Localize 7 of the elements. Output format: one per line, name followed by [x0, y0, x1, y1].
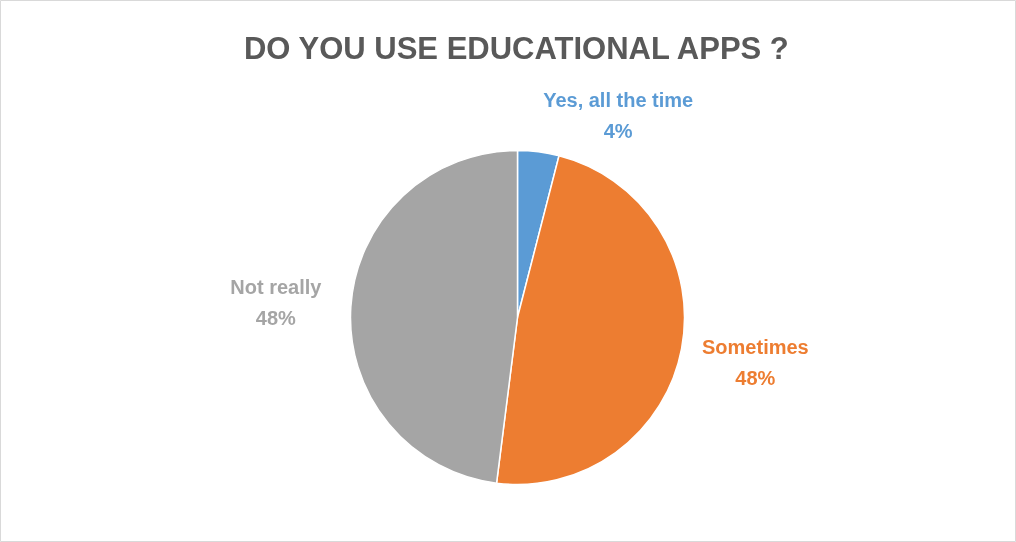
data-label: 4% — [603, 119, 633, 142]
data-label: 48% — [255, 306, 297, 329]
data-label: 48% — [735, 367, 776, 390]
slice-label: Yes, all the time — [543, 88, 694, 111]
slice-label: Sometimes — [702, 336, 809, 359]
chart-title: DO YOU USE EDUCATIONAL APPS ? — [243, 31, 789, 66]
slice-label: Not really — [230, 275, 323, 298]
